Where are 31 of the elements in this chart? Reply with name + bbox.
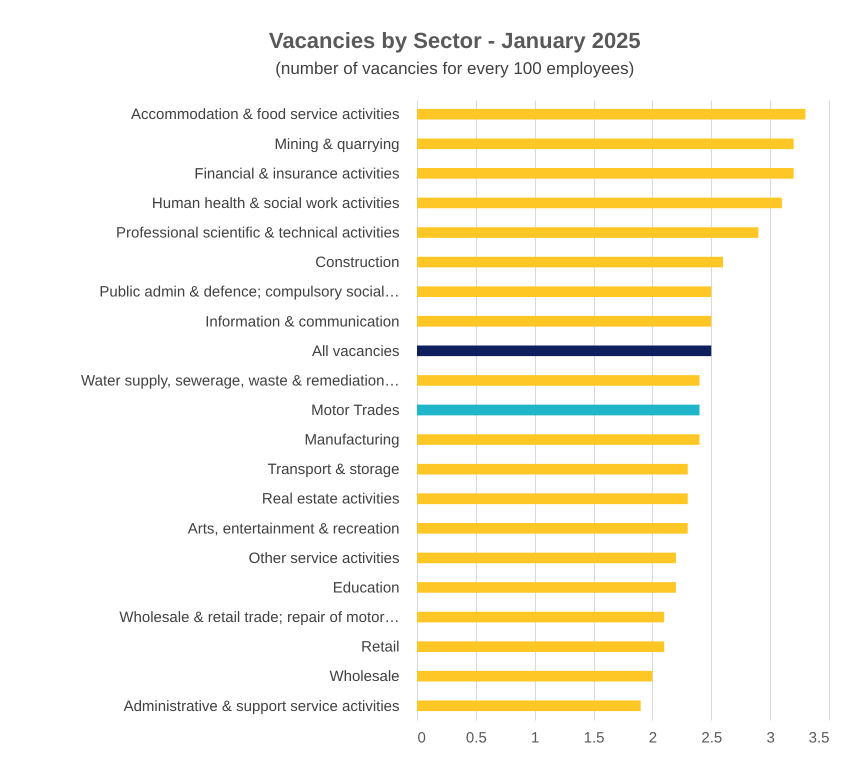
- y-tick-label: Transport & storage: [267, 461, 400, 478]
- x-tick-label: 2: [648, 730, 658, 746]
- chart-subtitle: (number of vacancies for every 100 employees): [275, 59, 634, 78]
- y-tick-label: Manufacturing: [304, 432, 400, 449]
- y-tick-label: Real estate activities: [262, 490, 400, 508]
- y-tick-label: Water supply, sewerage, waste & remediation…: [81, 372, 400, 390]
- y-tick-label: Education: [332, 579, 400, 596]
- y-tick-label: Professional scientific & technical activities: [116, 224, 400, 242]
- x-tick-label: 2.5: [701, 730, 722, 746]
- y-tick-label: Wholesale: [329, 668, 400, 686]
- x-tick-label: 3.5: [808, 730, 830, 746]
- y-tick-label: Public admin & defence; compulsory social…: [99, 284, 400, 301]
- y-tick-label: Accommodation & food service activities: [131, 106, 400, 124]
- y-tick-label: Construction: [315, 254, 400, 272]
- x-tick-label: 0: [418, 730, 426, 746]
- chart-title: Vacancies by Sector - January 2025: [268, 28, 641, 53]
- y-tick-label: Motor Trades: [311, 402, 400, 419]
- x-tick-label: 0.5: [466, 730, 487, 746]
- y-tick-label: Other service activities: [248, 550, 400, 567]
- y-tick-label: Financial & insurance activities: [194, 165, 400, 182]
- x-tick-label: 1.5: [584, 730, 604, 746]
- y-tick-label: Arts, entertainment & recreation: [188, 520, 400, 538]
- y-tick-label: All vacancies: [312, 342, 400, 360]
- y-tick-label: Mining & quarrying: [274, 136, 400, 153]
- y-tick-label: Retail: [361, 638, 400, 656]
- x-tick-label: 1: [531, 730, 540, 746]
- y-tick-label: Administrative & support service activities: [124, 698, 400, 715]
- x-tick-label: 3: [766, 730, 775, 746]
- y-tick-label: Wholesale & retail trade; repair of motor…: [119, 609, 400, 626]
- y-tick-label: Information & communication: [205, 313, 400, 330]
- y-tick-label: Human health & social work activities: [152, 194, 400, 212]
